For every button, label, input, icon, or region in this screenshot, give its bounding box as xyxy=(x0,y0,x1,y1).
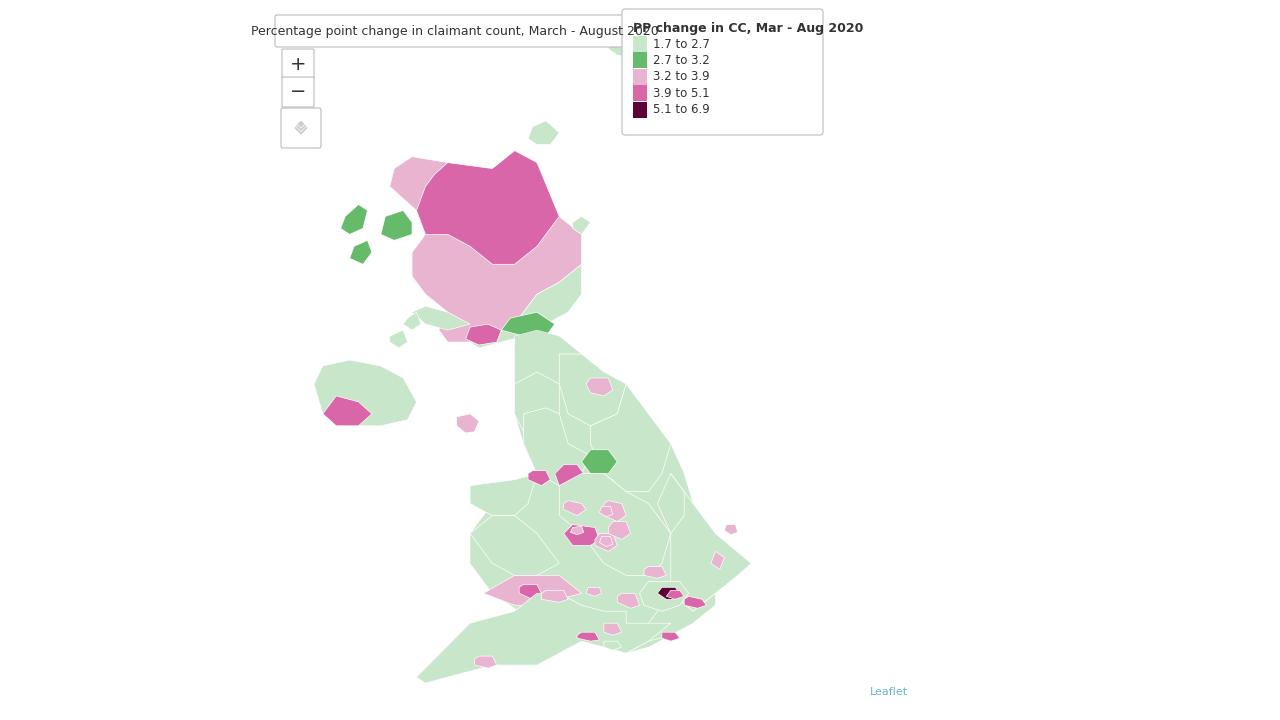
Polygon shape xyxy=(323,396,372,426)
Polygon shape xyxy=(590,384,671,492)
Polygon shape xyxy=(595,477,617,498)
Polygon shape xyxy=(416,593,671,683)
Polygon shape xyxy=(466,324,502,345)
Polygon shape xyxy=(559,474,671,575)
Polygon shape xyxy=(470,264,581,348)
FancyBboxPatch shape xyxy=(282,49,314,79)
Polygon shape xyxy=(502,312,554,336)
Polygon shape xyxy=(671,474,751,611)
Polygon shape xyxy=(294,121,308,135)
Text: Leaflet: Leaflet xyxy=(870,687,908,697)
Polygon shape xyxy=(563,500,586,516)
Polygon shape xyxy=(297,120,305,128)
Polygon shape xyxy=(604,500,626,521)
Text: PP change in CC, Mar - Aug 2020: PP change in CC, Mar - Aug 2020 xyxy=(634,22,864,35)
Polygon shape xyxy=(554,464,586,485)
Polygon shape xyxy=(724,524,737,535)
Polygon shape xyxy=(581,450,617,474)
Polygon shape xyxy=(520,585,541,599)
Text: −: − xyxy=(289,83,306,102)
FancyBboxPatch shape xyxy=(275,15,634,47)
Polygon shape xyxy=(571,526,584,535)
Polygon shape xyxy=(470,516,559,575)
Bar xyxy=(634,53,646,68)
Polygon shape xyxy=(604,593,716,653)
Polygon shape xyxy=(412,306,470,330)
Polygon shape xyxy=(604,642,622,650)
Bar xyxy=(634,69,646,85)
Polygon shape xyxy=(559,354,626,426)
Polygon shape xyxy=(608,521,631,539)
Polygon shape xyxy=(381,210,412,240)
Polygon shape xyxy=(484,575,581,606)
Text: 3.2 to 3.9: 3.2 to 3.9 xyxy=(653,71,709,84)
Polygon shape xyxy=(658,588,680,599)
Text: 1.7 to 2.7: 1.7 to 2.7 xyxy=(653,37,710,50)
Polygon shape xyxy=(563,524,599,546)
Polygon shape xyxy=(710,552,724,570)
Polygon shape xyxy=(586,378,613,396)
Polygon shape xyxy=(524,408,590,485)
Polygon shape xyxy=(340,204,367,235)
Text: Percentage point change in claimant count, March - August 2020: Percentage point change in claimant coun… xyxy=(251,24,658,37)
Polygon shape xyxy=(577,632,599,642)
Bar xyxy=(634,36,646,52)
Polygon shape xyxy=(599,507,613,517)
Polygon shape xyxy=(529,471,550,485)
Polygon shape xyxy=(314,360,416,426)
Polygon shape xyxy=(470,474,538,516)
Polygon shape xyxy=(662,632,680,642)
FancyBboxPatch shape xyxy=(622,9,823,135)
Polygon shape xyxy=(416,330,751,683)
Polygon shape xyxy=(349,240,372,264)
Text: 2.7 to 3.2: 2.7 to 3.2 xyxy=(653,54,709,67)
Polygon shape xyxy=(685,596,707,608)
Text: +: + xyxy=(289,55,306,73)
Polygon shape xyxy=(457,414,479,433)
Polygon shape xyxy=(296,120,307,132)
Polygon shape xyxy=(604,624,622,635)
Polygon shape xyxy=(595,534,617,552)
Polygon shape xyxy=(389,330,407,348)
Bar xyxy=(634,102,646,117)
Polygon shape xyxy=(658,474,685,534)
Polygon shape xyxy=(541,590,568,602)
Polygon shape xyxy=(667,590,685,599)
Polygon shape xyxy=(529,121,559,145)
FancyBboxPatch shape xyxy=(282,77,314,107)
Polygon shape xyxy=(416,150,559,264)
Polygon shape xyxy=(586,588,602,596)
Polygon shape xyxy=(403,312,421,330)
Polygon shape xyxy=(640,581,689,611)
Polygon shape xyxy=(608,31,649,61)
Polygon shape xyxy=(617,593,640,608)
Bar xyxy=(634,85,646,101)
Text: 5.1 to 6.9: 5.1 to 6.9 xyxy=(653,103,709,117)
Text: 3.9 to 5.1: 3.9 to 5.1 xyxy=(653,87,709,100)
FancyBboxPatch shape xyxy=(282,108,321,148)
Polygon shape xyxy=(572,217,590,235)
Polygon shape xyxy=(599,536,613,546)
Polygon shape xyxy=(389,150,581,342)
Polygon shape xyxy=(644,567,667,578)
Polygon shape xyxy=(515,372,559,432)
Polygon shape xyxy=(475,656,497,668)
